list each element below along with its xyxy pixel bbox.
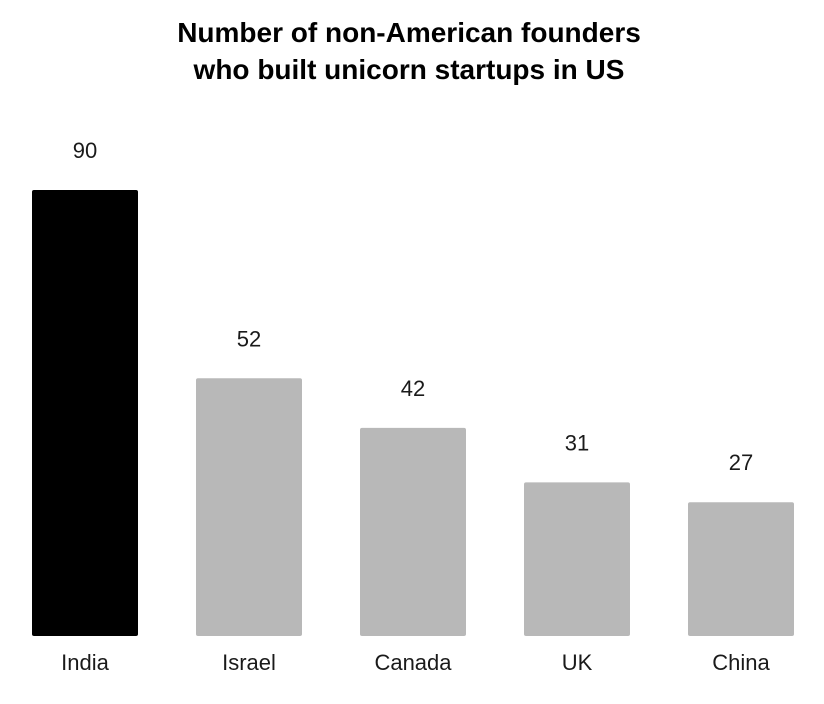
category-label-israel: Israel xyxy=(222,650,276,675)
category-label-china: China xyxy=(712,650,770,675)
chart-title-line-1: Number of non-American founders xyxy=(177,17,641,48)
value-label-uk: 31 xyxy=(565,430,589,455)
category-label-india: India xyxy=(61,650,109,675)
bar-uk xyxy=(524,482,630,636)
bar-china xyxy=(688,502,794,636)
category-label-uk: UK xyxy=(562,650,593,675)
value-label-israel: 52 xyxy=(237,326,261,351)
bar-israel xyxy=(196,378,302,636)
category-label-canada: Canada xyxy=(374,650,452,675)
chart-title-line-2: who built unicorn startups in US xyxy=(193,54,625,85)
value-label-canada: 42 xyxy=(401,376,425,401)
value-label-china: 27 xyxy=(729,450,753,475)
bar-india xyxy=(32,190,138,636)
bar-canada xyxy=(360,427,466,636)
value-label-india: 90 xyxy=(73,138,97,163)
